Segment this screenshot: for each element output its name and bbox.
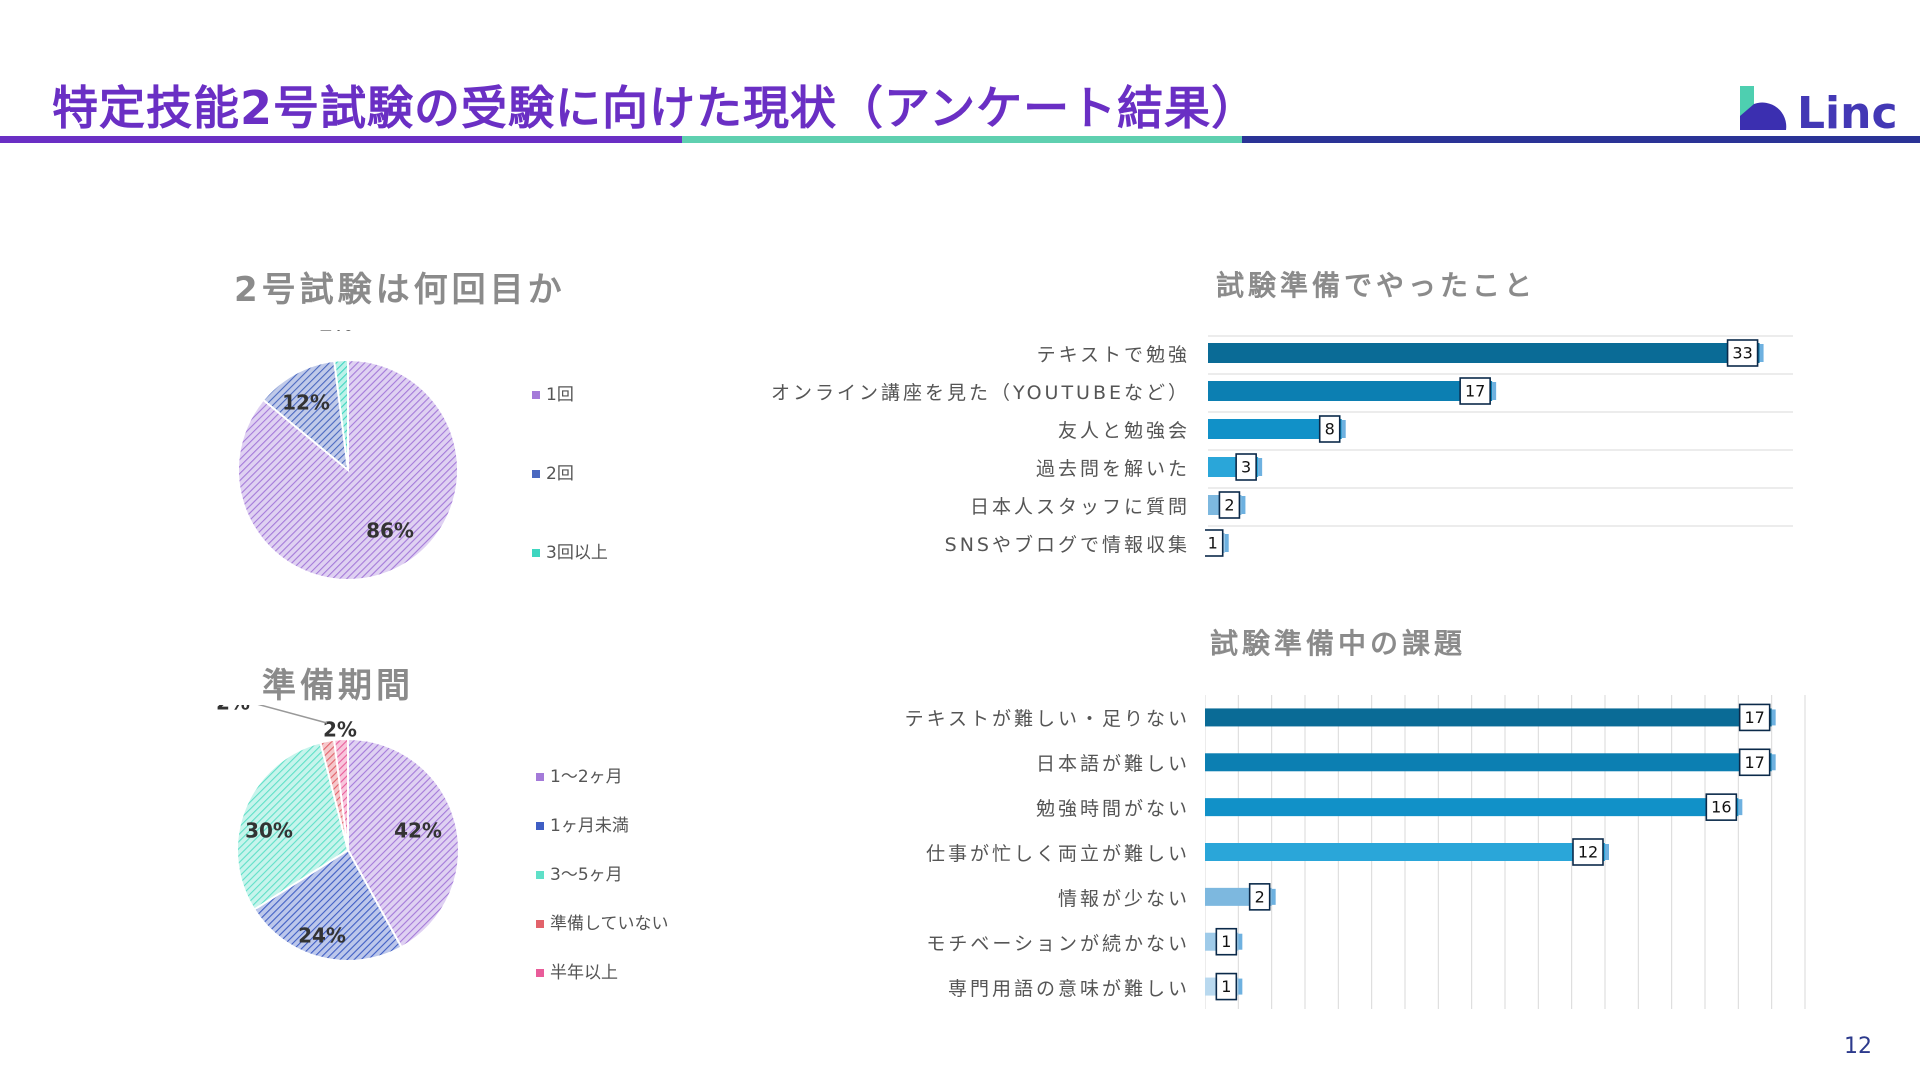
legend-item: 3回以上 (532, 538, 608, 563)
pie-value-label: 24% (298, 924, 346, 948)
bar-category-label: 仕事が忙しく両立が難しい (925, 843, 1190, 865)
legend-swatch (532, 391, 540, 399)
pie2-legend: 1〜2ヶ月 1ヶ月未満 3〜5ヶ月準備していない 半年以上 (536, 762, 669, 1007)
bar (1208, 419, 1342, 439)
bar (1205, 753, 1772, 772)
legend-swatch (536, 969, 544, 977)
bar-value-label: 17 (1744, 708, 1764, 727)
legend-label: 1〜2ヶ月 (550, 767, 623, 787)
pie1-title: 2号試験は何回目か (234, 270, 566, 310)
data-label-box (1705, 793, 1738, 821)
pie-chart-attempts: 86% 12% 2% (237, 330, 459, 581)
data-label-box (1218, 491, 1241, 519)
data-label-box (1248, 883, 1271, 911)
bar (1208, 343, 1760, 363)
bar (1205, 843, 1605, 861)
bar2-category-labels: テキストが難しい・足りない日本語が難しい 勉強時間がない仕事が忙しく両立が難しい情… (600, 695, 1190, 1009)
legend-label: 半年以上 (550, 963, 618, 983)
pie-value-label: 42% (394, 819, 442, 843)
bar-category-label: SNSやブログで情報収集 (944, 534, 1190, 556)
legend-item: 1〜2ヶ月 (536, 762, 669, 787)
data-label-box (1205, 529, 1224, 557)
bar-value-label: 2 (1224, 496, 1234, 515)
pie-value-label: 12% (282, 391, 330, 415)
legend-swatch (536, 822, 544, 830)
legend-item: 1回 (532, 380, 608, 405)
bar1-category-labels: テキストで勉強オンライン講座を見た（YOUTUBEなど） 友人と勉強会過去問を解い… (600, 334, 1190, 562)
bar-category-label: テキストが難しい・足りない (904, 708, 1190, 731)
legend-item: 1ヶ月未満 (536, 811, 669, 836)
bar (1205, 798, 1739, 817)
legend-label: 準備していない (550, 914, 669, 934)
bar1-title: 試験準備でやったこと (1216, 269, 1537, 302)
bar-value-label: 2 (1255, 887, 1265, 906)
bar-category-label: 日本語が難しい (1035, 753, 1190, 776)
pie-value-label: 30% (245, 819, 293, 843)
bar-value-label: 1 (1221, 932, 1231, 951)
data-label-box (1215, 972, 1238, 1001)
data-label-box (1318, 415, 1341, 443)
data-label-box (1738, 703, 1771, 732)
pie-chart-preparation-period: 42% 24% 30% 2% 2% (216, 705, 460, 962)
pie-value-label: 86% (366, 519, 414, 543)
bar-value-label: 17 (1744, 753, 1764, 772)
pie-value-label: 2% (216, 705, 250, 715)
data-label-box (1572, 838, 1604, 866)
data-label-box (1459, 377, 1491, 405)
bar-value-label: 1 (1221, 977, 1231, 996)
page-number: 12 (1844, 1034, 1872, 1059)
bar-value-label: 33 (1732, 344, 1752, 363)
legend-item: 3〜5ヶ月 (536, 860, 669, 885)
data-label-box (1235, 453, 1257, 481)
logo-text: Linc (1797, 88, 1898, 139)
data-label-box (1738, 748, 1771, 777)
bar-category-label: 専門用語の意味が難しい (947, 977, 1190, 1000)
pie-value-label: 2% (319, 330, 353, 336)
bar-category-label: 過去問を解いた (1035, 458, 1190, 480)
legend-swatch (536, 920, 544, 928)
legend-item: 半年以上 (536, 958, 669, 983)
bar (1208, 381, 1493, 401)
bar-category-label: モチベーションが続かない (926, 932, 1190, 955)
pie1-legend: 1回 2回 3回以上 (532, 380, 608, 617)
pie-value-label: 2% (323, 718, 357, 742)
legend-label: 1回 (546, 385, 574, 405)
data-label-box (1726, 339, 1759, 367)
bar-value-label: 8 (1325, 420, 1335, 439)
bar-category-label: 日本人スタッフに質問 (969, 496, 1190, 518)
legend-swatch (536, 773, 544, 781)
legend-label: 3回以上 (546, 543, 608, 563)
title-rule-left (0, 136, 682, 143)
bar-category-label: テキストで勉強 (1036, 344, 1190, 366)
bar-category-label: 情報が少ない (1057, 887, 1190, 910)
legend-swatch (532, 470, 540, 478)
slide-title: 特定技能2号試験の受験に向けた現状（アンケート結果） (52, 81, 1259, 135)
bar-value-label: 16 (1711, 798, 1731, 817)
title-rule-right (1242, 136, 1920, 143)
legend-label: 2回 (546, 464, 574, 484)
bar-category-label: 友人と勉強会 (1057, 420, 1190, 442)
bar-value-label: 17 (1465, 382, 1485, 401)
logo-mark-icon (1740, 86, 1787, 130)
bar (1205, 708, 1772, 727)
bar-value-label: 1 (1208, 534, 1218, 553)
bar-category-label: 勉強時間がない (1035, 798, 1190, 821)
bar2-title: 試験準備中の課題 (1210, 627, 1467, 660)
bar-value-label: 3 (1241, 458, 1251, 477)
legend-item: 2回 (532, 459, 608, 484)
bar-chart-preparation-challenges: 17 17 16 12 2 1 1 (1205, 695, 1806, 1009)
legend-label: 3〜5ヶ月 (550, 865, 623, 885)
data-label-box (1215, 927, 1238, 956)
bar-value-label: 12 (1578, 843, 1598, 862)
pie2-title: 準備期間 (262, 666, 414, 706)
legend-item: 準備していない (536, 909, 669, 934)
bar-category-label: オンライン講座を見た（YOUTUBEなど） (771, 382, 1190, 404)
title-rule-middle (682, 136, 1242, 143)
legend-swatch (532, 549, 540, 557)
legend-label: 1ヶ月未満 (550, 816, 629, 836)
bar-chart-preparation-activities: 33 17 8 321 (1205, 335, 1793, 557)
legend-swatch (536, 871, 544, 879)
